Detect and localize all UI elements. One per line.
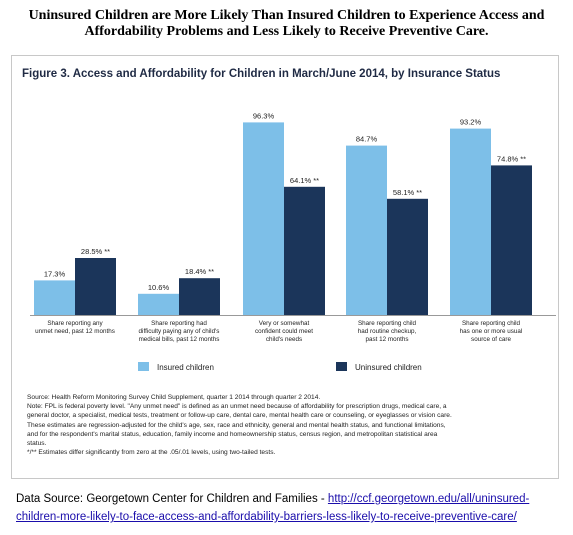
data-label-uninsured-2: 18.4% ** bbox=[185, 267, 214, 276]
category-label-1: Share reporting any unmet need, past 12 m… bbox=[35, 320, 115, 335]
data-label-insured-4: 84.7% bbox=[356, 135, 378, 144]
headline-line-1: Uninsured Children are More Likely Than … bbox=[28, 8, 545, 23]
category-label-2: Share reporting had difficulty paying any… bbox=[139, 320, 220, 343]
chart-title: Figure 3. Access and Affordability for C… bbox=[22, 68, 501, 80]
note-line: */** Estimates differ significantly from… bbox=[27, 449, 276, 457]
note-line: general doctor, a specialist, medical te… bbox=[27, 412, 452, 420]
data-label-uninsured-5: 74.8% ** bbox=[497, 154, 526, 163]
note-line: These estimates are regression-adjusted … bbox=[27, 421, 446, 429]
legend-swatch-uninsured bbox=[336, 362, 347, 371]
figure-frame bbox=[11, 55, 559, 479]
note-line: and for the respondent's marital status,… bbox=[27, 430, 438, 438]
headline: Uninsured Children are More Likely Than … bbox=[10, 8, 563, 40]
bar-uninsured-1 bbox=[75, 258, 116, 315]
note-line: status. bbox=[27, 440, 47, 448]
category-label-3: Very or somewhat confident could meet chil… bbox=[255, 320, 313, 343]
legend-label-uninsured: Uninsured children bbox=[355, 363, 422, 372]
data-label-insured-1: 17.3% bbox=[44, 269, 66, 278]
note-line: Source: Health Reform Monitoring Survey … bbox=[27, 394, 321, 401]
bar-insured-4 bbox=[346, 145, 387, 315]
bar-uninsured-4 bbox=[387, 198, 428, 315]
category-label-5: Share reporting child has one or more usu… bbox=[460, 320, 523, 343]
bar-uninsured-2 bbox=[179, 278, 220, 315]
legend-swatch-insured bbox=[138, 362, 149, 371]
note-line: Note: FPL is federal poverty level. "Any… bbox=[27, 403, 447, 411]
data-label-insured-5: 93.2% bbox=[460, 118, 482, 127]
data-source-prefix: Data Source: Georgetown Center for Child… bbox=[16, 493, 328, 505]
data-source: Data Source: Georgetown Center for Child… bbox=[16, 490, 561, 526]
data-label-uninsured-3: 64.1% ** bbox=[290, 176, 319, 185]
legend-label-insured: Insured children bbox=[157, 363, 214, 372]
category-label-4: Share reporting child had routine checkup… bbox=[358, 320, 417, 343]
data-label-uninsured-4: 58.1% ** bbox=[393, 188, 422, 197]
bar-insured-5 bbox=[450, 128, 491, 315]
bar-insured-1 bbox=[34, 280, 75, 315]
headline-line-2: Affordability Problems and Less Likely t… bbox=[84, 24, 489, 39]
bar-uninsured-5 bbox=[491, 165, 532, 315]
data-label-insured-3: 96.3% bbox=[253, 111, 275, 120]
bar-insured-3 bbox=[243, 122, 284, 316]
data-label-uninsured-1: 28.5% ** bbox=[81, 247, 110, 256]
bar-uninsured-3 bbox=[284, 186, 325, 315]
source-link-part-2[interactable]: children-more-likely-to-face-access-and-… bbox=[16, 511, 517, 523]
data-label-insured-2: 10.6% bbox=[148, 283, 170, 292]
bar-insured-2 bbox=[138, 293, 179, 315]
source-link-part-1[interactable]: http://ccf.georgetown.edu/all/uninsured- bbox=[327, 493, 530, 505]
chart-notes: Source: Health Reform Monitoring Survey … bbox=[27, 393, 552, 457]
